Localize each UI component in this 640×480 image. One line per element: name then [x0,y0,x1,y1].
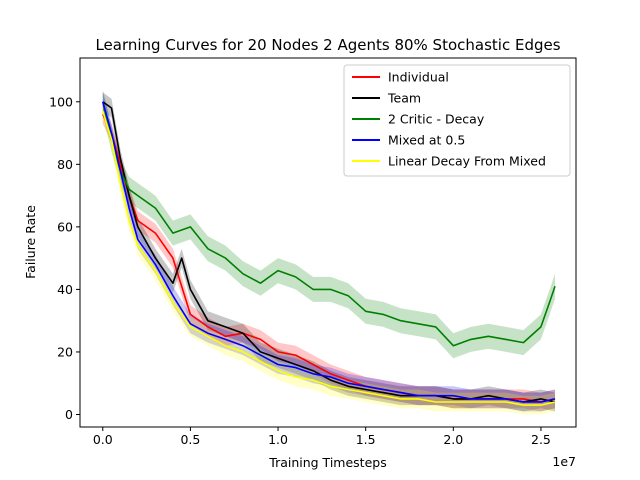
x-tick-label: 0.0 [93,432,113,447]
x-tick-label: 1.0 [268,432,288,447]
series-line-2-critic-decay [102,101,556,347]
chart-title: Learning Curves for 20 Nodes 2 Agents 80… [95,36,560,54]
x-tick-label: 1.5 [356,432,376,447]
y-tick-label: 0 [65,407,73,422]
y-tick-label: 40 [57,282,73,297]
y-axis-label: Failure Rate [23,205,38,279]
legend-label-team: Team [387,91,421,106]
y-tick-label: 20 [57,344,73,359]
plot-frame [79,57,577,428]
legend-box [343,64,571,177]
legend-label-2-critic-decay: 2 Critic - Decay [388,112,485,127]
y-tick-label: 60 [57,219,73,234]
x-axis-label: Training Timesteps [268,455,386,470]
plot-area [102,89,556,415]
legend-label-mixed-at-0-5: Mixed at 0.5 [388,133,465,148]
x-tick-label: 2.5 [531,432,551,447]
legend-label-linear-decay-from-mixed: Linear Decay From Mixed [388,154,546,169]
x-tick-label: 0.5 [180,432,200,447]
y-axis: 0 20 40 60 80 100 [49,94,80,422]
series-line-mixed-at-0-5 [102,101,556,403]
x-axis: 0.0 0.5 1.0 1.5 2.0 2.5 [93,427,551,447]
band-2-critic-decay [102,89,556,359]
x-axis-offset-label: 1e7 [552,454,576,469]
series-line-linear-decay-from-mixed [102,110,556,406]
legend: Individual Team 2 Critic - Decay Mixed at 0… [343,64,571,177]
y-tick-label: 80 [57,157,73,172]
x-tick-label: 2.0 [443,432,463,447]
band-individual [102,104,556,412]
legend-label-individual: Individual [388,70,449,85]
y-tick-label: 100 [49,94,73,109]
